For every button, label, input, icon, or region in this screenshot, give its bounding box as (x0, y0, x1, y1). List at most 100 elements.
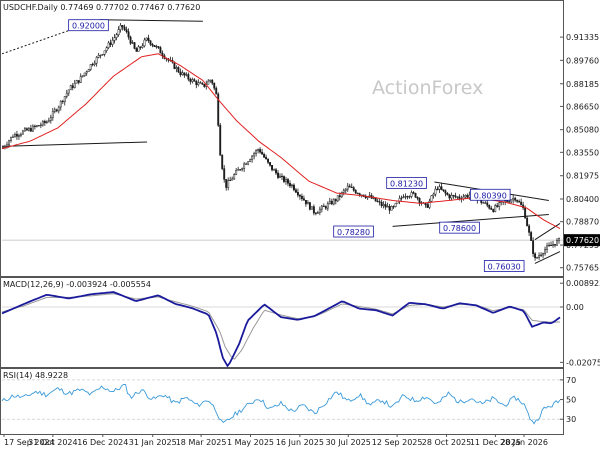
price-candle-body (316, 212, 319, 214)
price-candle-body (556, 240, 558, 246)
price-candle-body (322, 205, 325, 207)
price-candle-body (73, 82, 76, 88)
price-candle-body (123, 26, 126, 30)
rsi-axis: 70 50 30 (560, 376, 576, 424)
price-candle-body (440, 186, 443, 190)
price-candle-body (482, 202, 485, 204)
price-candle-body (314, 212, 317, 214)
price-candle-body (12, 136, 14, 138)
price-axis-label: 0.85080 (566, 126, 599, 135)
price-candle-body (378, 201, 381, 203)
price-candle-body (107, 42, 110, 48)
price-candle-body (492, 209, 495, 212)
price-candle-body (79, 76, 82, 83)
price-candle-body (348, 185, 351, 188)
price-candle-body (59, 100, 62, 108)
price-candle-body (39, 124, 42, 126)
price-candle-body (418, 197, 421, 203)
price-candle-body (306, 202, 309, 205)
price-candle-body (490, 207, 493, 210)
price-candle-body (464, 195, 467, 198)
price-candle-body (17, 134, 20, 137)
price-axis: 0.91335 0.89760 0.88185 0.86650 0.85080 0.835… (560, 33, 600, 273)
price-candle-body (512, 198, 515, 201)
price-candle-body (99, 54, 102, 56)
price-candle-body (131, 42, 134, 44)
price-candle-body (542, 253, 545, 256)
price-candle-body (235, 170, 238, 175)
price-candle-body (255, 150, 258, 154)
price-candle-body (291, 184, 293, 187)
price-candle-body (406, 196, 409, 198)
rsi-grid (2, 379, 563, 420)
price-candle-body (121, 25, 124, 28)
moving-average-line (1, 53, 561, 230)
price-candle-body (320, 205, 323, 210)
trend-line (1, 19, 100, 55)
price-annotation-box (469, 188, 511, 201)
price-annotation-label: 0.78280 (337, 228, 370, 237)
price-candle-body (548, 244, 550, 247)
price-candle-body (6, 144, 8, 147)
price-candle-body (532, 240, 535, 254)
price-candle-body (546, 245, 548, 250)
macd-axis-label: -0.020759 (566, 358, 600, 367)
date-axis-label: 18 Mar 2025 (176, 438, 227, 447)
price-candle-body (426, 204, 429, 208)
price-panel-frame (0, 0, 564, 277)
price-candle-body (390, 206, 393, 211)
price-candle-body (450, 195, 453, 199)
price-candle-body (352, 187, 355, 191)
price-candle-body (468, 194, 471, 198)
price-header: USDCHF.Daily 0.77469 0.77702 0.77467 0.7… (3, 3, 200, 12)
price-candle-body (324, 206, 327, 209)
price-candle-body (269, 162, 271, 166)
price-candle-body (215, 87, 218, 95)
price-candle-body (177, 67, 180, 73)
price-candle-body (157, 46, 160, 48)
price-candle-body (185, 74, 188, 76)
price-candle-body (528, 225, 531, 233)
rsi-line (1, 383, 561, 425)
price-candle-body (261, 151, 264, 155)
price-candle-body (95, 57, 98, 64)
price-candle-body (344, 188, 347, 191)
price-candle-body (81, 75, 84, 77)
price-candle-body (392, 206, 395, 208)
rsi-series (1, 383, 561, 425)
price-candle-body (61, 100, 64, 103)
trend-line (99, 19, 203, 22)
price-candle-body (137, 46, 140, 52)
price-trendlines (1, 19, 561, 264)
date-axis-label: 31 Oct 2024 (28, 438, 77, 447)
price-candle-body (113, 37, 116, 41)
price-candle-body (287, 179, 289, 184)
price-candle-body (416, 196, 419, 199)
price-candle-body (119, 25, 122, 30)
price-candle-body (27, 128, 30, 131)
price-candle-body (484, 202, 487, 204)
price-candle-body (358, 193, 361, 196)
price-candle-body (432, 193, 435, 196)
price-candle-body (354, 190, 357, 194)
price-candle-body (271, 165, 273, 171)
price-candle-body (53, 109, 56, 112)
rsi-axis-label: 50 (566, 396, 576, 405)
price-candle-body (35, 125, 38, 127)
trend-line (392, 214, 549, 227)
price-candle-body (506, 200, 509, 202)
price-candle-body (57, 106, 60, 112)
macd-header: MACD(12,26,9) -0.003924 -0.005554 (3, 280, 151, 289)
price-candle-body (454, 195, 457, 198)
price-candle-body (29, 128, 32, 132)
price-axis-label: 0.83550 (566, 148, 599, 157)
price-candle-body (63, 96, 66, 103)
price-candle-body (458, 196, 461, 199)
price-axis-label: 0.89760 (566, 56, 599, 65)
price-candle-body (243, 163, 246, 169)
price-candle-body (105, 47, 108, 52)
price-candle-body (207, 80, 210, 85)
date-axis-label: 12 Sep 2025 (372, 438, 423, 447)
price-candle-body (77, 80, 80, 83)
price-candle-body (285, 179, 287, 182)
